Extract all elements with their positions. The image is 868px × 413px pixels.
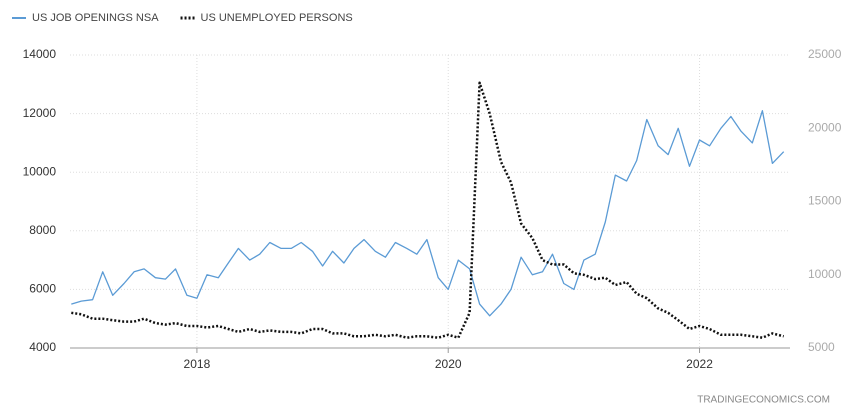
x-tick-label: 2022 (686, 357, 713, 371)
y2-tick-label: 25000 (808, 47, 842, 61)
x-tick-label: 2020 (435, 357, 462, 371)
series-line (71, 110, 785, 317)
y2-tick-label: 15000 (808, 194, 842, 208)
series-line (71, 81, 785, 339)
y-tick-label: 12000 (23, 106, 57, 120)
y2-tick-label: 10000 (808, 267, 842, 281)
y2-tick-label: 5000 (808, 340, 835, 354)
x-tick-label: 2018 (184, 357, 211, 371)
y-tick-label: 6000 (29, 282, 56, 296)
y-tick-label: 14000 (23, 47, 57, 61)
y-tick-label: 8000 (29, 223, 56, 237)
source: TRADINGECONOMICS.COM (697, 395, 830, 406)
legend-label: US JOB OPENINGS NSA (32, 12, 159, 24)
y-tick-label: 4000 (29, 340, 56, 354)
legend-label: US UNEMPLOYED PERSONS (201, 12, 353, 24)
y2-tick-label: 20000 (808, 120, 842, 134)
y-tick-label: 10000 (23, 164, 57, 178)
